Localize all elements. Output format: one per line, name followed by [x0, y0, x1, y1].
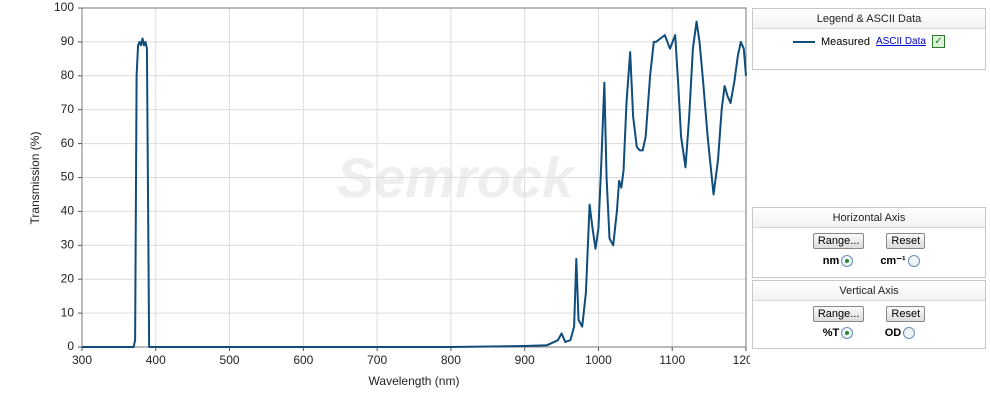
x-tick-label: 900: [515, 353, 535, 367]
y-tick-label: 100: [54, 0, 74, 14]
panel-title: Legend & ASCII Data: [753, 9, 985, 29]
option-label: %T: [822, 327, 840, 339]
y-tick-label: 30: [61, 237, 75, 251]
x-tick-label: 300: [72, 353, 92, 367]
reset-button[interactable]: Reset: [886, 233, 926, 249]
reset-button[interactable]: Reset: [886, 306, 926, 322]
legend-panel: Legend & ASCII Data Measured ASCII Data …: [752, 8, 986, 70]
option[interactable]: cm⁻¹: [880, 254, 920, 267]
horizontal-axis-panel: Horizontal Axis Range... Reset nm cm⁻¹: [752, 207, 986, 278]
x-tick-label: 1100: [659, 353, 685, 367]
legend-swatch: [793, 40, 816, 43]
legend-row: Measured ASCII Data ✓: [753, 35, 985, 48]
x-axis-label: Wavelength (nm): [369, 374, 460, 388]
y-axis-label: Transmission (%): [28, 132, 42, 225]
y-tick-label: 50: [61, 170, 75, 184]
chart: Semrock Wavelength (nm) Transmission (%)…: [28, 0, 750, 388]
x-tick-label: 500: [220, 353, 240, 367]
radio[interactable]: [903, 327, 916, 339]
option-label: cm⁻¹: [880, 255, 906, 267]
range-button[interactable]: Range...: [812, 233, 865, 249]
option[interactable]: nm: [818, 254, 858, 267]
x-tick-label: 600: [293, 353, 313, 367]
panel-title: Horizontal Axis: [753, 208, 985, 228]
checkbox[interactable]: ✓: [931, 35, 945, 48]
y-tick-label: 70: [61, 102, 75, 116]
radio[interactable]: [841, 327, 854, 339]
option-label: OD: [884, 327, 902, 339]
y-tick-label: 0: [67, 339, 74, 353]
range-button[interactable]: Range...: [812, 306, 865, 322]
y-tick-label: 10: [61, 305, 75, 319]
data-line: [82, 20, 747, 348]
x-tick-label: 1200: [733, 353, 750, 367]
radio[interactable]: [841, 254, 854, 267]
y-tick-label: 60: [61, 136, 75, 150]
option-label: nm: [822, 254, 840, 267]
y-tick-label: 80: [61, 68, 75, 82]
ascii-link[interactable]: ASCII Data: [875, 36, 926, 47]
x-tick-label: 1000: [585, 353, 612, 367]
option[interactable]: OD: [880, 327, 920, 339]
radio[interactable]: [907, 254, 920, 267]
x-tick-label: 400: [146, 353, 166, 367]
x-tick-label: 700: [367, 353, 387, 367]
y-tick-label: 40: [61, 204, 75, 218]
panel-title: Vertical Axis: [753, 281, 985, 301]
y-tick-label: 90: [61, 34, 75, 48]
vertical-axis-panel: Vertical Axis Range... Reset %T OD: [752, 280, 986, 349]
y-tick-label: 20: [61, 271, 75, 285]
legend-label: Measured: [821, 35, 870, 48]
option[interactable]: %T: [818, 327, 858, 339]
x-tick-label: 800: [441, 353, 461, 367]
